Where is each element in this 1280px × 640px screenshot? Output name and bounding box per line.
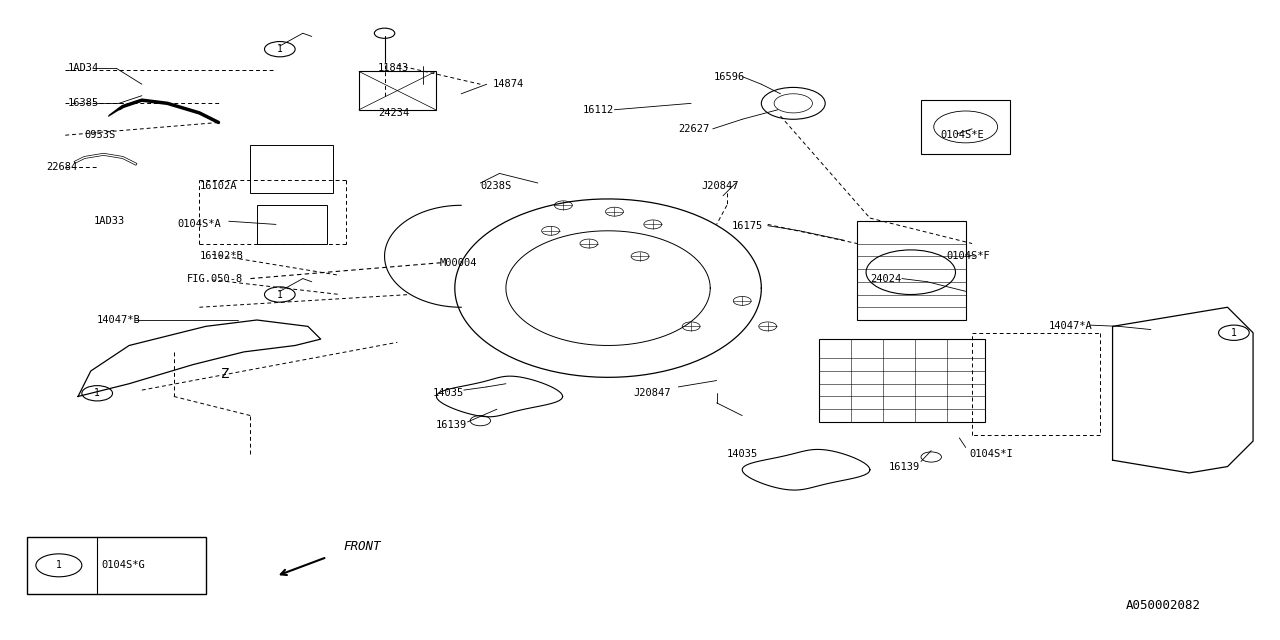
Text: 0238S: 0238S [480,181,512,191]
Text: 0104S*E: 0104S*E [940,130,984,140]
Text: 14047*A: 14047*A [1048,321,1092,332]
Text: J20847: J20847 [701,181,739,191]
Text: 22627: 22627 [678,124,709,134]
Text: J20847: J20847 [634,388,671,398]
Text: 1: 1 [95,388,100,398]
Text: 1: 1 [1231,328,1236,338]
Text: 14035: 14035 [433,388,465,398]
Text: 16102A: 16102A [200,181,237,191]
Text: 14047*B: 14047*B [97,315,141,325]
Text: 1AD33: 1AD33 [93,216,124,226]
Text: 1: 1 [56,561,61,570]
Text: 24234: 24234 [378,108,410,118]
FancyBboxPatch shape [27,537,206,594]
Text: 16175: 16175 [732,221,763,230]
Text: 0104S*A: 0104S*A [178,220,221,229]
Text: M00004: M00004 [439,258,477,268]
Text: 0104S*G: 0104S*G [101,561,145,570]
Text: 16385: 16385 [68,99,99,108]
Text: 11843: 11843 [378,63,410,74]
Text: 14874: 14874 [493,79,525,89]
Text: 1AD34: 1AD34 [68,63,99,74]
Text: 0104S*F: 0104S*F [946,252,991,261]
Text: 1: 1 [276,289,283,300]
Text: 24024: 24024 [870,273,901,284]
Text: 1: 1 [276,44,283,54]
Text: 0104S*I: 0104S*I [969,449,1014,459]
Text: 16596: 16596 [714,72,745,81]
Text: 22684: 22684 [46,162,77,172]
Text: 16112: 16112 [582,105,614,115]
Text: FRONT: FRONT [344,540,381,553]
Text: A050002082: A050002082 [1125,599,1201,612]
Text: FIG.050-8: FIG.050-8 [187,273,243,284]
Text: 16139: 16139 [435,420,467,430]
Text: 16139: 16139 [890,461,920,472]
Text: 16102*B: 16102*B [200,252,243,261]
Text: 0953S: 0953S [84,130,115,140]
Text: 14035: 14035 [727,449,758,459]
Text: Z: Z [220,367,229,381]
